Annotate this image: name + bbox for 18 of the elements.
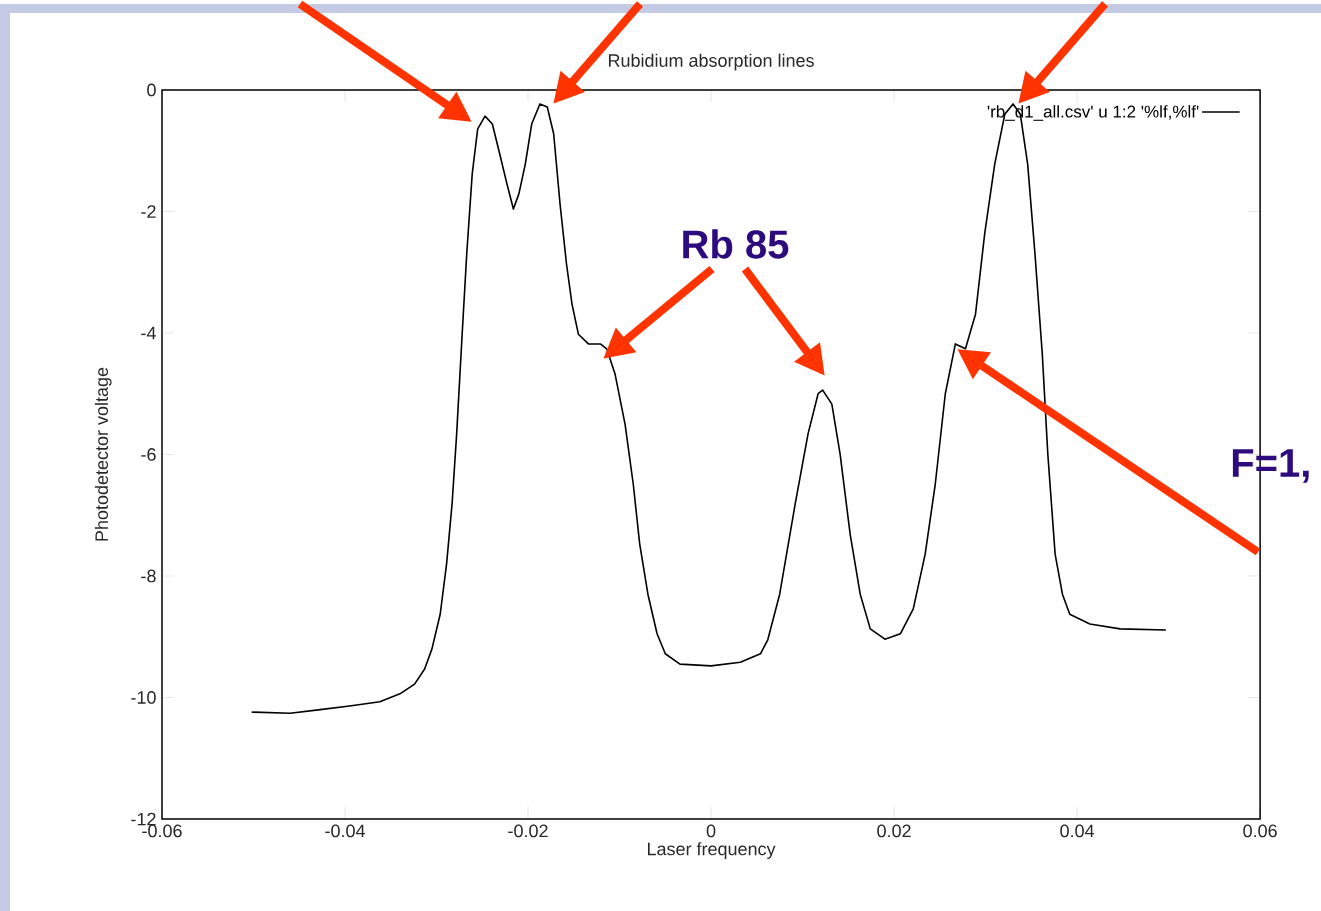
y-tick-label: -10 <box>131 691 156 704</box>
x-tick-label: 0.04 <box>1060 824 1095 838</box>
x-tick-label: -0.02 <box>508 824 548 838</box>
y-tick-label: -4 <box>141 326 156 340</box>
y-tick-label: -2 <box>141 205 156 218</box>
y-tick-label: 0 <box>147 83 156 97</box>
x-axis-title: Laser frequency <box>647 842 776 859</box>
x-tick-label: -0.06 <box>142 824 182 838</box>
x-tick-label: 0.02 <box>877 824 911 838</box>
x-tick-label: -0.04 <box>325 824 366 838</box>
y-tick-label: -6 <box>141 448 156 461</box>
x-tick-label: 0 <box>706 824 716 838</box>
y-tick-label: -8 <box>141 569 156 583</box>
y-tick-label: -12 <box>131 812 156 826</box>
y-axis-title: Photodetector voltage <box>94 367 112 541</box>
chart-title: Rubidium absorption lines <box>608 53 814 71</box>
x-tick-label: 0.06 <box>1243 824 1277 838</box>
annotation: Rb 85 <box>683 229 789 259</box>
